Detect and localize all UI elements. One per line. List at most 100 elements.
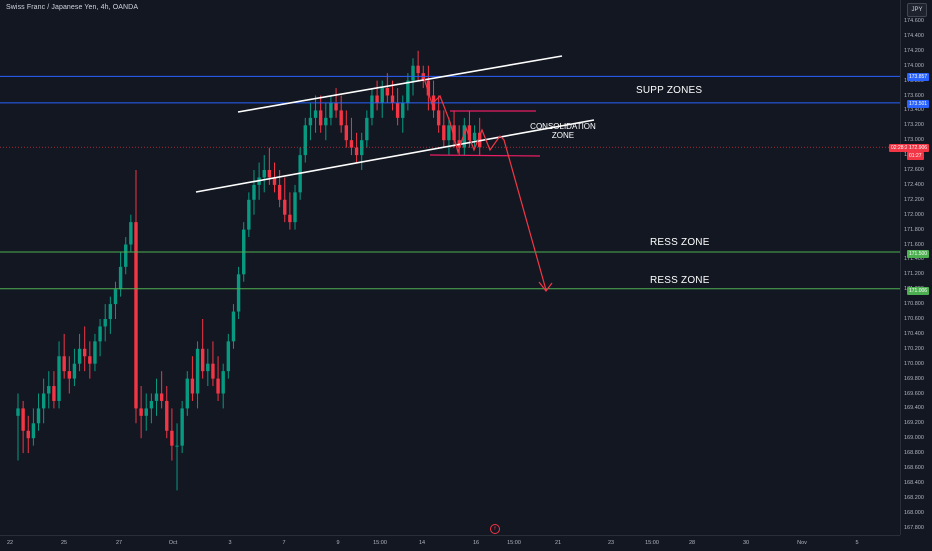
candle-body[interactable] xyxy=(252,184,256,200)
candle-body[interactable] xyxy=(159,393,164,401)
candle-body[interactable] xyxy=(26,430,30,439)
ress-lower-price-badge: 171.006 xyxy=(907,287,930,295)
candle-body[interactable] xyxy=(195,348,200,394)
candle-body[interactable] xyxy=(447,125,451,141)
candle-body[interactable] xyxy=(247,199,251,230)
channel-lower-trendline[interactable] xyxy=(195,119,595,193)
currency-button[interactable]: JPY xyxy=(907,3,927,17)
candle-body[interactable] xyxy=(421,73,425,81)
time-axis[interactable]: 22 25 27 Oct 3 7 9 15:00 14 16 15:00 21 23 15:00 28 30 N… xyxy=(0,535,900,551)
price-chart[interactable] xyxy=(0,0,900,535)
candle-body[interactable] xyxy=(88,356,92,364)
candle-body[interactable] xyxy=(180,408,184,446)
candle-body[interactable] xyxy=(401,102,405,118)
candle-body[interactable] xyxy=(77,348,82,364)
candle-body[interactable] xyxy=(57,356,61,401)
candle-body[interactable] xyxy=(462,125,467,148)
candle-body[interactable] xyxy=(277,184,282,200)
consolidation-bottom-line[interactable] xyxy=(429,154,541,157)
candle-body[interactable] xyxy=(36,408,41,424)
candle-body[interactable] xyxy=(452,125,456,141)
candle-body[interactable] xyxy=(124,244,128,267)
candle-body[interactable] xyxy=(288,214,292,223)
candle-body[interactable] xyxy=(216,378,220,394)
candle-body[interactable] xyxy=(349,140,354,148)
candle-body[interactable] xyxy=(98,326,102,342)
candle-body[interactable] xyxy=(339,110,343,126)
candle-body[interactable] xyxy=(375,95,379,103)
candle-body[interactable] xyxy=(113,289,118,305)
candle-body[interactable] xyxy=(380,88,384,103)
consolidation-zone-label: CONSOLIDATION ZONE xyxy=(530,122,596,140)
candle-body[interactable] xyxy=(47,386,51,394)
candle-body[interactable] xyxy=(395,102,400,118)
candle-body[interactable] xyxy=(272,177,277,185)
candle-body[interactable] xyxy=(283,199,287,215)
candle-body[interactable] xyxy=(185,378,189,409)
candle-body[interactable] xyxy=(329,102,333,118)
candle-body[interactable] xyxy=(442,125,446,141)
candle-body[interactable] xyxy=(390,95,395,103)
candle-body[interactable] xyxy=(360,140,364,156)
candle-body[interactable] xyxy=(108,304,113,319)
candle-body[interactable] xyxy=(211,363,215,379)
chart-area[interactable]: Swiss Franc / Japanese Yen, 4h, OANDA SU… xyxy=(0,0,900,535)
candle-body[interactable] xyxy=(324,117,328,126)
candle-body[interactable] xyxy=(175,445,179,447)
consolidation-label-line2: ZONE xyxy=(551,131,575,140)
candle-body[interactable] xyxy=(293,192,297,223)
candle-body[interactable] xyxy=(67,371,71,379)
candle-body[interactable] xyxy=(467,125,472,141)
candle-body[interactable] xyxy=(170,430,174,446)
candle-body[interactable] xyxy=(406,80,410,103)
candle-body[interactable] xyxy=(200,348,205,372)
candle-body[interactable] xyxy=(344,125,349,141)
candle-body[interactable] xyxy=(21,408,25,431)
candle-body[interactable] xyxy=(365,117,369,141)
candle-body[interactable] xyxy=(231,311,236,342)
candle-body[interactable] xyxy=(426,80,431,96)
projection-path[interactable] xyxy=(423,77,547,291)
economic-event-icon[interactable]: f xyxy=(490,524,500,534)
candle-body[interactable] xyxy=(303,125,307,156)
candle-body[interactable] xyxy=(62,356,66,372)
price-tick-label: 173.400 xyxy=(904,107,924,114)
candle-body[interactable] xyxy=(149,400,154,409)
candle-body[interactable] xyxy=(82,348,87,357)
candle-body[interactable] xyxy=(52,386,56,401)
candle-body[interactable] xyxy=(154,393,159,401)
candle-body[interactable] xyxy=(190,378,195,394)
candle-body[interactable] xyxy=(93,341,97,364)
channel-upper-trendline[interactable] xyxy=(237,55,563,113)
candle-body[interactable] xyxy=(206,363,210,372)
candle-body[interactable] xyxy=(411,65,415,81)
candle-body[interactable] xyxy=(236,274,241,312)
candle-body[interactable] xyxy=(129,222,133,245)
candle-body[interactable] xyxy=(103,319,107,327)
candle-body[interactable] xyxy=(221,371,225,394)
candle-body[interactable] xyxy=(118,266,123,290)
candle-body[interactable] xyxy=(16,408,20,416)
candle-body[interactable] xyxy=(318,110,323,126)
candle-body[interactable] xyxy=(139,408,143,416)
candle-body[interactable] xyxy=(308,117,313,126)
candle-body[interactable] xyxy=(165,400,169,431)
candle-body[interactable] xyxy=(313,110,318,118)
candle-body[interactable] xyxy=(334,102,338,111)
price-tick-label: 169.400 xyxy=(904,405,924,412)
candle-body[interactable] xyxy=(354,147,359,156)
candle-body[interactable] xyxy=(41,393,46,409)
candle-body[interactable] xyxy=(226,341,231,372)
candle-body[interactable] xyxy=(134,222,138,409)
candle-body[interactable] xyxy=(72,363,77,379)
candle-body[interactable] xyxy=(262,170,266,178)
candle-body[interactable] xyxy=(144,408,148,416)
candle-body[interactable] xyxy=(370,95,374,118)
candle-body[interactable] xyxy=(267,170,272,178)
candle-body[interactable] xyxy=(472,132,477,141)
candle-body[interactable] xyxy=(31,423,36,439)
price-tick-label: 173.200 xyxy=(904,122,924,129)
candle-body[interactable] xyxy=(385,88,390,96)
candle-body[interactable] xyxy=(416,65,420,74)
candle-body[interactable] xyxy=(436,110,441,126)
